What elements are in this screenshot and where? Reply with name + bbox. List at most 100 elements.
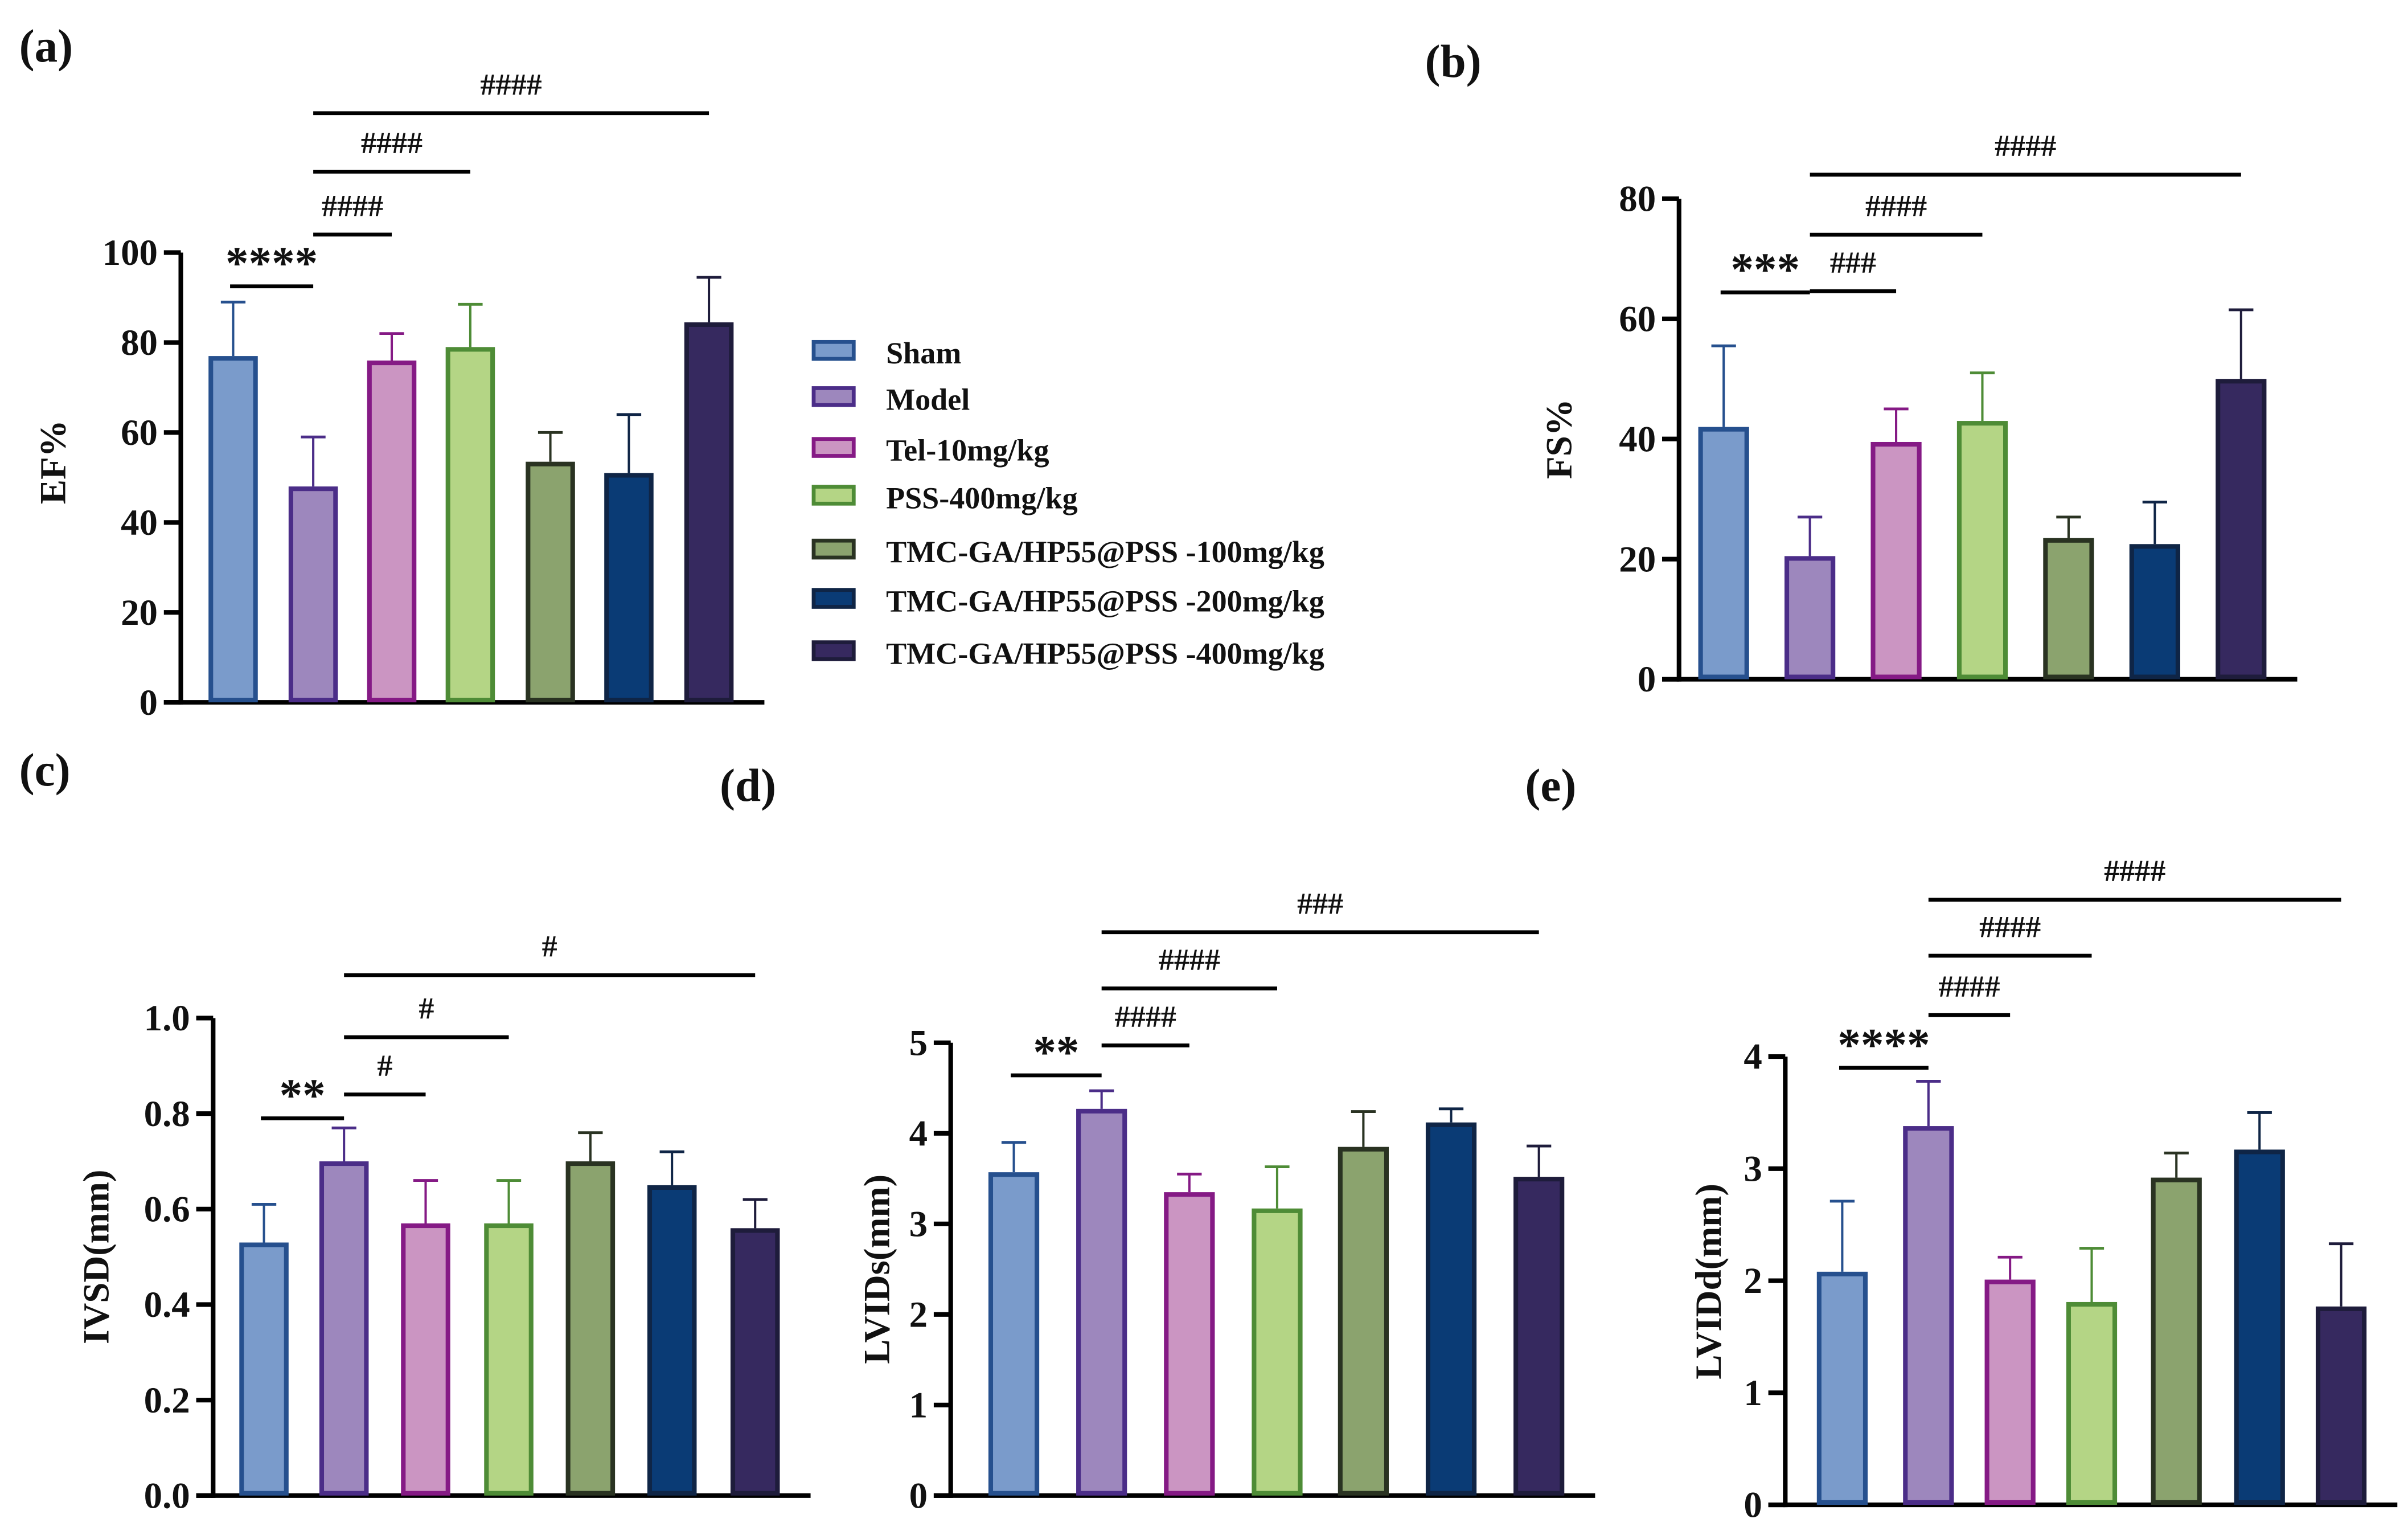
bar-5	[2234, 1149, 2285, 1505]
significance-label: ****	[1837, 1019, 1930, 1070]
bar-1	[1784, 556, 1836, 679]
significance-label: ####	[1938, 969, 2000, 1004]
y-tick-label: 60	[121, 412, 158, 453]
bar-5	[2129, 544, 2180, 679]
bar-0	[1698, 427, 1749, 679]
y-tick-label: 5	[909, 1022, 928, 1063]
y-tick-label: 1.0	[144, 998, 190, 1039]
bar-1	[319, 1161, 369, 1496]
y-tick-label: 20	[121, 592, 158, 633]
y-axis-label: IVSD(mm)	[76, 1169, 117, 1344]
bar-3	[445, 347, 495, 703]
bar-1	[1076, 1108, 1127, 1496]
y-axis-label: EF%	[33, 420, 74, 504]
legend-entry: Sham	[886, 336, 961, 370]
y-tick-label: 0.2	[144, 1380, 190, 1421]
bar-3	[1252, 1208, 1303, 1496]
bar-6	[2315, 1306, 2367, 1505]
legend-entry: TMC-GA/HP55@PSS -200mg/kg	[886, 584, 1324, 619]
y-tick-label: 20	[1619, 539, 1656, 580]
significance-label: ###	[1830, 245, 1876, 280]
y-tick-label: 0.8	[144, 1094, 190, 1135]
significance-label: ####	[322, 189, 383, 223]
y-tick-label: 100	[102, 232, 158, 273]
legend-entry: Model	[886, 382, 970, 416]
y-tick-label: 2	[1744, 1260, 1762, 1301]
significance-label: ####	[2104, 854, 2165, 888]
bar-2	[401, 1223, 450, 1496]
y-axis-label: FS%	[1539, 399, 1580, 479]
significance-label: ####	[481, 67, 542, 101]
y-axis-label: LVIDd(mm)	[1688, 1184, 1729, 1379]
bar-6	[730, 1228, 780, 1496]
legend-swatch	[811, 538, 856, 560]
significance-label: ****	[225, 238, 318, 289]
significance-label: ####	[361, 126, 422, 160]
significance-label: #	[377, 1049, 392, 1083]
bar-3	[1956, 421, 2008, 679]
bar-4	[1338, 1147, 1389, 1496]
bar-0	[239, 1242, 289, 1496]
y-tick-label: 80	[1619, 178, 1656, 219]
y-tick-label: 40	[121, 502, 158, 543]
legend-swatch	[811, 437, 856, 458]
y-tick-label: 2	[909, 1294, 928, 1335]
bar-0	[1816, 1271, 1868, 1505]
y-tick-label: 0.4	[144, 1284, 190, 1325]
significance-label: #	[419, 992, 434, 1026]
bar-2	[367, 361, 417, 703]
y-tick-label: 3	[909, 1203, 928, 1245]
significance-label: #	[542, 930, 557, 964]
significance-label: ###	[1297, 886, 1343, 920]
bar-5	[1425, 1122, 1477, 1496]
y-tick-label: 4	[909, 1113, 928, 1154]
bar-4	[526, 461, 575, 703]
bar-2	[1984, 1279, 2036, 1505]
y-tick-label: 1	[909, 1385, 928, 1426]
legend-swatch	[811, 339, 856, 361]
significance-label: ####	[1979, 910, 2041, 944]
panel-label: (a)	[19, 21, 73, 72]
significance-label: ***	[1730, 244, 1800, 295]
bar-0	[988, 1172, 1040, 1496]
legend: Sham Model Tel-10mg/kg PSS-400mg/kg TMC-GA/H…	[811, 336, 1324, 671]
bar-4	[2043, 538, 2094, 679]
bar-5	[604, 473, 654, 703]
legend-swatch	[811, 588, 856, 609]
bar-1	[288, 486, 338, 703]
bar-3	[2066, 1301, 2118, 1505]
significance-label: ####	[1995, 129, 2056, 163]
legend-entry: TMC-GA/HP55@PSS -400mg/kg	[886, 637, 1324, 671]
bar-5	[647, 1185, 697, 1496]
y-tick-label: 3	[1744, 1148, 1762, 1189]
y-tick-label: 0	[909, 1475, 928, 1516]
y-tick-label: 0	[140, 682, 158, 723]
y-tick-label: 0.0	[144, 1475, 190, 1516]
legend-entry: TMC-GA/HP55@PSS -100mg/kg	[886, 535, 1324, 569]
significance-label: **	[1033, 1026, 1079, 1078]
bar-4	[2151, 1177, 2202, 1505]
bar-4	[565, 1161, 616, 1496]
legend-swatch	[811, 485, 856, 506]
y-tick-label: 0.6	[144, 1189, 190, 1230]
bar-2	[1164, 1192, 1215, 1496]
bar-2	[1870, 441, 1922, 679]
y-axis-label: LVIDs(mm)	[856, 1174, 897, 1364]
significance-label: ####	[1159, 943, 1220, 977]
legend-entry: Tel-10mg/kg	[886, 433, 1049, 468]
significance-label: ####	[1115, 1000, 1176, 1034]
bar-0	[208, 356, 258, 703]
significance-label: **	[280, 1070, 326, 1121]
chart-panel-2: (c) IVSD(mm) 0.0 0.2 0.4 0.6 0.8 1.0 ** # # #	[19, 744, 811, 1516]
legend-swatch	[811, 640, 856, 661]
y-tick-label: 40	[1619, 419, 1656, 460]
bar-1	[1903, 1126, 1954, 1505]
bar-3	[484, 1223, 534, 1496]
bar-6	[1513, 1177, 1565, 1496]
y-tick-label: 0	[1744, 1485, 1762, 1526]
panel-label: (e)	[1525, 760, 1576, 811]
bar-6	[684, 322, 734, 703]
